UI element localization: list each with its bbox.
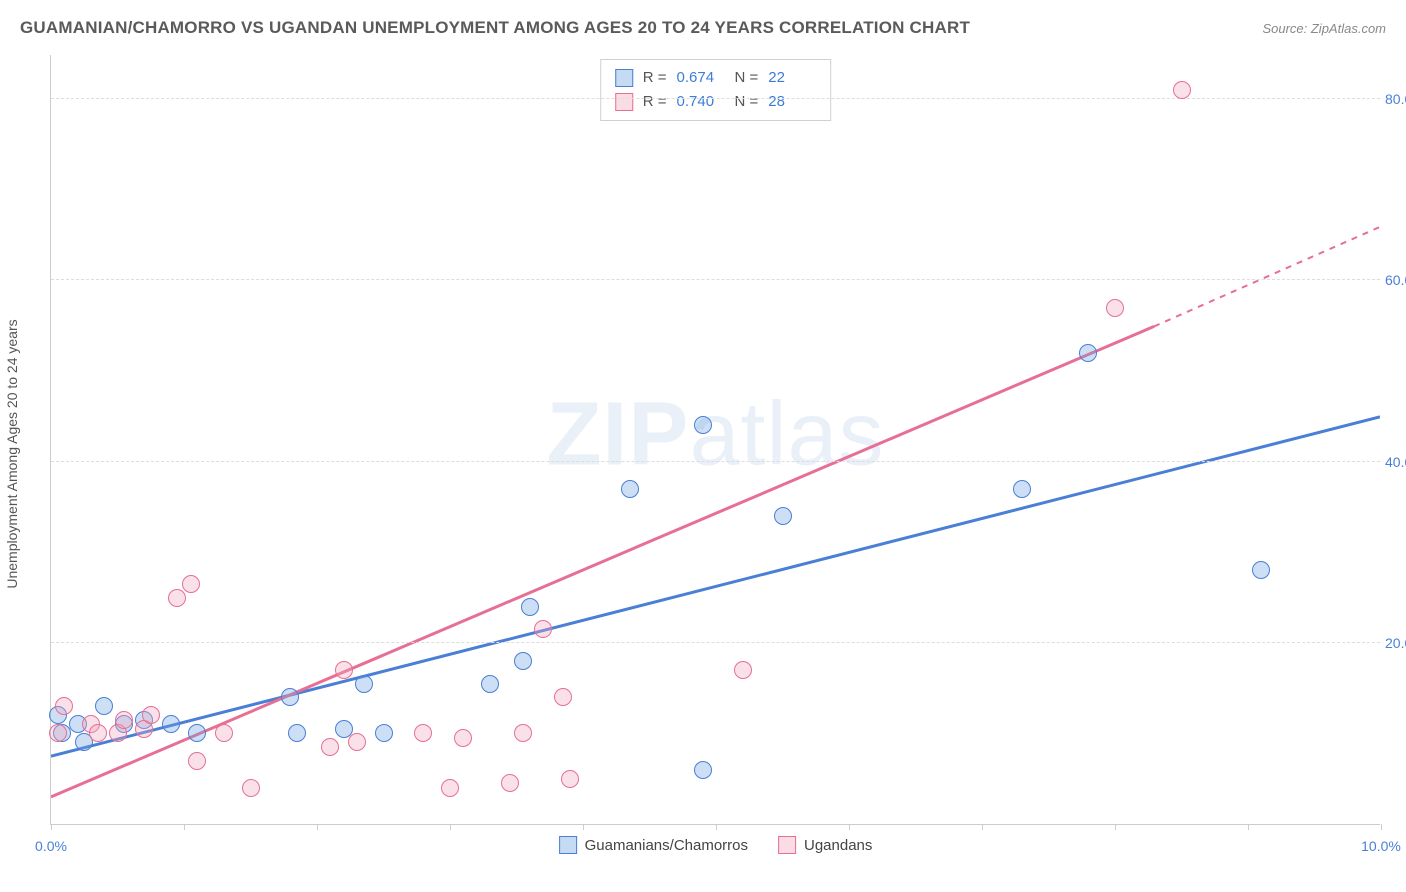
x-tick bbox=[849, 824, 850, 830]
data-point bbox=[534, 620, 552, 638]
data-point bbox=[168, 589, 186, 607]
data-point bbox=[288, 724, 306, 742]
bottom-legend: Guamanians/Chamorros Ugandans bbox=[559, 836, 873, 854]
y-tick-label: 60.0% bbox=[1385, 272, 1406, 288]
data-point bbox=[95, 697, 113, 715]
correlation-stats-box: R = 0.674 N = 22 R = 0.740 N = 28 bbox=[600, 59, 832, 121]
series-swatch bbox=[615, 93, 633, 111]
x-tick bbox=[1381, 824, 1382, 830]
data-point bbox=[621, 480, 639, 498]
gridline bbox=[51, 642, 1380, 643]
data-point bbox=[1013, 480, 1031, 498]
data-point bbox=[514, 724, 532, 742]
source-label: Source: ZipAtlas.com bbox=[1262, 21, 1386, 36]
legend-item: Guamanians/Chamorros bbox=[559, 836, 748, 854]
data-point bbox=[188, 724, 206, 742]
r-value: 0.674 bbox=[677, 66, 725, 90]
x-tick bbox=[184, 824, 185, 830]
x-tick bbox=[1115, 824, 1116, 830]
x-tick-label: 10.0% bbox=[1361, 838, 1401, 854]
y-tick-label: 40.0% bbox=[1385, 454, 1406, 470]
stats-row: R = 0.740 N = 28 bbox=[615, 90, 817, 114]
watermark: ZIPatlas bbox=[546, 383, 884, 486]
data-point bbox=[694, 416, 712, 434]
gridline bbox=[51, 279, 1380, 280]
legend-label: Guamanians/Chamorros bbox=[585, 837, 748, 854]
n-value: 22 bbox=[768, 66, 816, 90]
data-point bbox=[348, 733, 366, 751]
chart-title: GUAMANIAN/CHAMORRO VS UGANDAN UNEMPLOYME… bbox=[20, 18, 970, 38]
plot-area: ZIPatlas R =0.674N =22R =0.740N =28 Guam… bbox=[50, 55, 1380, 825]
data-point bbox=[1173, 81, 1191, 99]
data-point bbox=[1252, 561, 1270, 579]
n-label: N = bbox=[735, 66, 759, 90]
y-tick-label: 80.0% bbox=[1385, 91, 1406, 107]
n-value: 28 bbox=[768, 90, 816, 114]
data-point bbox=[554, 688, 572, 706]
r-value: 0.740 bbox=[677, 90, 725, 114]
data-point bbox=[375, 724, 393, 742]
data-point bbox=[188, 752, 206, 770]
r-label: R = bbox=[643, 90, 667, 114]
data-point bbox=[55, 697, 73, 715]
data-point bbox=[115, 711, 133, 729]
x-tick bbox=[1248, 824, 1249, 830]
data-point bbox=[1079, 344, 1097, 362]
data-point bbox=[561, 770, 579, 788]
x-tick bbox=[51, 824, 52, 830]
data-point bbox=[414, 724, 432, 742]
x-tick bbox=[317, 824, 318, 830]
gridline bbox=[51, 461, 1380, 462]
legend-label: Ugandans bbox=[804, 837, 872, 854]
data-point bbox=[182, 575, 200, 593]
y-axis-label: Unemployment Among Ages 20 to 24 years bbox=[4, 319, 20, 588]
data-point bbox=[89, 724, 107, 742]
data-point bbox=[481, 675, 499, 693]
data-point bbox=[454, 729, 472, 747]
data-point bbox=[1106, 299, 1124, 317]
data-point bbox=[335, 661, 353, 679]
x-tick-label: 0.0% bbox=[35, 838, 67, 854]
series-swatch bbox=[615, 69, 633, 87]
data-point bbox=[355, 675, 373, 693]
x-tick bbox=[716, 824, 717, 830]
data-point bbox=[142, 706, 160, 724]
data-point bbox=[242, 779, 260, 797]
y-tick-label: 20.0% bbox=[1385, 635, 1406, 651]
legend-item: Ugandans bbox=[778, 836, 872, 854]
data-point bbox=[521, 598, 539, 616]
data-point bbox=[514, 652, 532, 670]
legend-swatch bbox=[559, 836, 577, 854]
data-point bbox=[734, 661, 752, 679]
data-point bbox=[49, 724, 67, 742]
n-label: N = bbox=[735, 90, 759, 114]
data-point bbox=[321, 738, 339, 756]
data-point bbox=[694, 761, 712, 779]
data-point bbox=[501, 774, 519, 792]
stats-row: R = 0.674 N = 22 bbox=[615, 66, 817, 90]
data-point bbox=[281, 688, 299, 706]
x-tick bbox=[450, 824, 451, 830]
legend-swatch bbox=[778, 836, 796, 854]
x-tick bbox=[583, 824, 584, 830]
data-point bbox=[774, 507, 792, 525]
data-point bbox=[162, 715, 180, 733]
trend-lines bbox=[51, 55, 1380, 824]
data-point bbox=[215, 724, 233, 742]
data-point bbox=[441, 779, 459, 797]
r-label: R = bbox=[643, 66, 667, 90]
x-tick bbox=[982, 824, 983, 830]
